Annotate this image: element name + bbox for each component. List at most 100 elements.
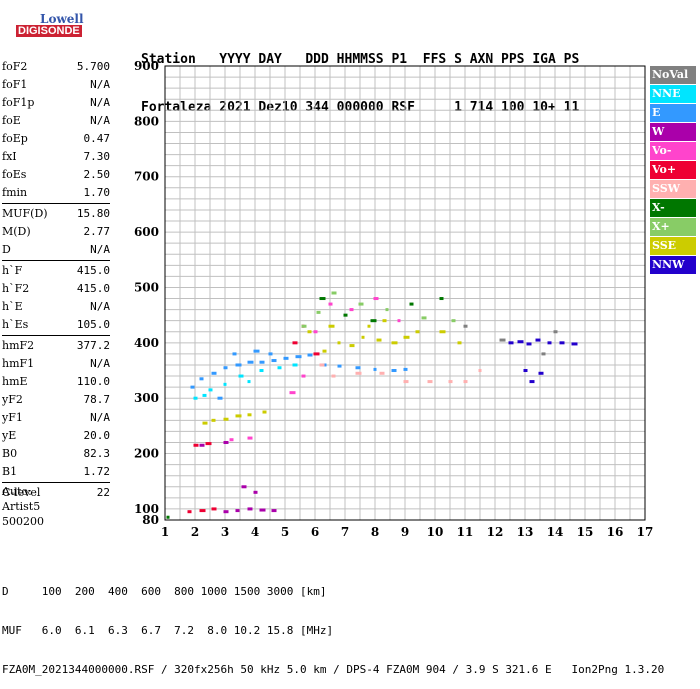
data-point bbox=[268, 352, 273, 356]
param-label: yF2 bbox=[2, 393, 23, 406]
data-point bbox=[559, 341, 565, 345]
data-point bbox=[190, 385, 195, 389]
data-point bbox=[379, 371, 385, 375]
logo-line2: DIGISONDE bbox=[16, 25, 82, 37]
data-point bbox=[541, 352, 546, 356]
footer-info: D 100 200 400 600 800 1000 1500 3000 [km… bbox=[2, 559, 664, 689]
data-point bbox=[319, 297, 326, 301]
param-row: yF1 N/A bbox=[2, 409, 110, 427]
data-point bbox=[199, 509, 206, 513]
data-point bbox=[316, 310, 321, 314]
param-row: B0 82.3 bbox=[2, 445, 110, 463]
data-point bbox=[166, 515, 170, 519]
param-label: yE bbox=[2, 429, 17, 442]
param-value: 0.47 bbox=[83, 132, 111, 145]
y-tick-label: 900 bbox=[134, 59, 159, 73]
data-point bbox=[223, 366, 228, 370]
data-point bbox=[301, 324, 307, 328]
param-row: fxI 7.30 bbox=[2, 148, 110, 166]
data-point bbox=[247, 380, 251, 384]
auto-software: Artist5 bbox=[2, 500, 41, 513]
data-point bbox=[199, 443, 205, 447]
data-point bbox=[385, 308, 389, 312]
param-value: N/A bbox=[90, 114, 110, 127]
legend-entry: Vo- bbox=[650, 142, 696, 160]
data-point bbox=[313, 352, 320, 356]
param-value: 20.0 bbox=[83, 429, 111, 442]
x-tick-label: 5 bbox=[281, 525, 289, 539]
y-tick-label: 400 bbox=[134, 336, 159, 350]
data-point bbox=[283, 356, 289, 360]
param-label: MUF(D) bbox=[2, 207, 48, 220]
data-point bbox=[535, 338, 541, 342]
data-point bbox=[211, 507, 217, 511]
param-row: foEs 2.50 bbox=[2, 166, 110, 184]
param-row: yF2 78.7 bbox=[2, 391, 110, 409]
x-tick-label: 2 bbox=[191, 525, 199, 539]
data-point bbox=[403, 367, 408, 371]
data-point bbox=[409, 302, 414, 306]
x-tick-label: 9 bbox=[401, 525, 409, 539]
data-point bbox=[223, 382, 227, 386]
data-point bbox=[202, 421, 208, 425]
data-point bbox=[370, 319, 377, 323]
param-row: D N/A bbox=[2, 241, 110, 259]
param-separator bbox=[2, 335, 110, 336]
x-tick-label: 15 bbox=[577, 525, 594, 539]
ionogram-chart: 1 2 3 4 5 6 7 8 9 10 11 12 13 14 15 16 17100200300400500… bbox=[134, 59, 653, 539]
param-value: N/A bbox=[90, 78, 110, 91]
data-point bbox=[547, 341, 552, 345]
data-point bbox=[193, 443, 199, 447]
data-point bbox=[349, 308, 354, 312]
data-point bbox=[553, 330, 558, 334]
param-row: hmF2 377.2 bbox=[2, 337, 110, 355]
x-tick-label: 1 bbox=[161, 525, 169, 539]
param-row: MUF(D) 15.80 bbox=[2, 205, 110, 223]
data-point bbox=[457, 341, 462, 345]
data-point bbox=[217, 396, 223, 400]
data-point bbox=[391, 341, 398, 345]
data-point bbox=[271, 359, 277, 363]
logo-line1: Lowell bbox=[40, 12, 84, 26]
data-point bbox=[403, 335, 410, 339]
data-point bbox=[271, 509, 277, 513]
param-value: N/A bbox=[90, 411, 110, 424]
data-point bbox=[448, 380, 453, 384]
param-row: foEp 0.47 bbox=[2, 130, 110, 148]
header-labels: Station YYYY DAY DDD HHMMSS P1 FFS S AXN… bbox=[141, 52, 580, 67]
data-point bbox=[292, 363, 298, 367]
data-point bbox=[247, 360, 254, 364]
x-tick-label: 14 bbox=[547, 525, 564, 539]
param-value: 82.3 bbox=[83, 447, 111, 460]
param-separator bbox=[2, 482, 110, 483]
data-point bbox=[439, 297, 444, 301]
param-value: 2.50 bbox=[83, 168, 111, 181]
x-tick-label: 3 bbox=[221, 525, 229, 539]
data-point bbox=[337, 341, 341, 345]
param-value: N/A bbox=[90, 96, 110, 109]
y-tick-label: 800 bbox=[134, 114, 159, 128]
param-label: fmin bbox=[2, 186, 28, 199]
x-tick-label: 6 bbox=[311, 525, 319, 539]
param-row: h`F 415.0 bbox=[2, 262, 110, 280]
param-value: 415.0 bbox=[76, 282, 110, 295]
data-point bbox=[499, 338, 506, 342]
data-point bbox=[529, 380, 535, 384]
y-tick-label: 200 bbox=[134, 447, 159, 461]
data-point bbox=[478, 369, 482, 373]
data-point bbox=[376, 338, 382, 342]
param-value: 110.0 bbox=[76, 375, 110, 388]
data-point bbox=[373, 367, 377, 371]
data-point bbox=[523, 369, 528, 373]
legend-entry: X- bbox=[650, 199, 696, 217]
param-label: B1 bbox=[2, 465, 18, 478]
data-point bbox=[358, 302, 364, 306]
param-label: foEs bbox=[2, 168, 27, 181]
data-point bbox=[229, 438, 234, 442]
param-label: hmF1 bbox=[2, 357, 35, 370]
data-point bbox=[391, 369, 397, 373]
data-point bbox=[463, 380, 468, 384]
y-axis-origin-label: 80 bbox=[142, 513, 159, 527]
autoscaling-info: Auto: Artist5 500200 bbox=[2, 484, 44, 529]
footer-muf-row: MUF 6.0 6.1 6.3 6.7 7.2 8.0 10.2 15.8 [M… bbox=[2, 624, 334, 637]
